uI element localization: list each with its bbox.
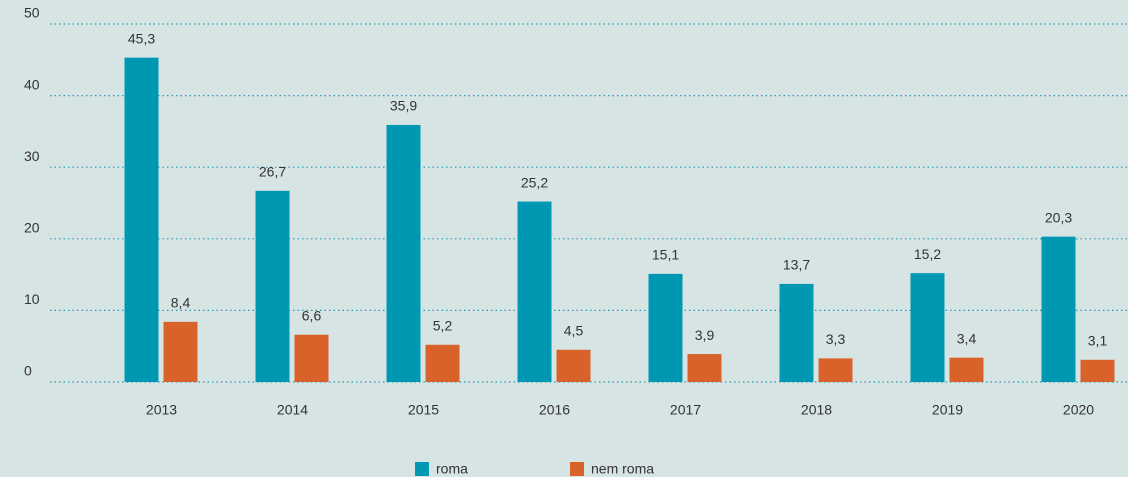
x-tick-label: 2019 xyxy=(932,402,963,418)
value-label: 5,2 xyxy=(433,317,453,333)
legend-label: roma xyxy=(436,461,468,477)
bar xyxy=(556,349,591,382)
x-tick-label: 2017 xyxy=(670,402,701,418)
x-tick-label: 2014 xyxy=(277,402,308,418)
x-tick-label: 2015 xyxy=(408,402,439,418)
value-label: 13,7 xyxy=(783,257,810,273)
value-label: 15,2 xyxy=(914,246,941,262)
y-tick-label: 0 xyxy=(24,363,32,379)
legend-swatch xyxy=(570,462,584,476)
x-tick-label: 2018 xyxy=(801,402,832,418)
value-label: 6,6 xyxy=(302,307,322,323)
value-label: 8,4 xyxy=(171,295,191,311)
value-label: 45,3 xyxy=(128,30,155,46)
value-label: 3,9 xyxy=(695,327,715,343)
value-label: 3,3 xyxy=(826,331,846,347)
bar xyxy=(687,354,722,382)
y-tick-label: 50 xyxy=(24,5,40,21)
bar xyxy=(648,273,683,382)
value-label: 25,2 xyxy=(521,174,548,190)
bar xyxy=(517,201,552,382)
y-tick-label: 20 xyxy=(24,220,40,236)
bar xyxy=(910,273,945,382)
value-label: 26,7 xyxy=(259,164,286,180)
x-tick-label: 2013 xyxy=(146,402,177,418)
bar xyxy=(1080,359,1115,382)
bar xyxy=(386,124,421,383)
x-tick-label: 2016 xyxy=(539,402,570,418)
bar xyxy=(255,190,290,382)
bar xyxy=(779,283,814,382)
legend-label: nem roma xyxy=(591,461,654,477)
value-label: 3,4 xyxy=(957,330,977,346)
bar xyxy=(294,334,329,382)
bar xyxy=(425,344,460,382)
y-tick-label: 40 xyxy=(24,76,40,92)
bar xyxy=(949,357,984,382)
value-label: 15,1 xyxy=(652,247,679,263)
legend-swatch xyxy=(415,462,429,476)
y-tick-label: 10 xyxy=(24,291,40,307)
bar xyxy=(1041,236,1076,382)
bar xyxy=(818,358,853,382)
value-label: 20,3 xyxy=(1045,209,1072,225)
value-label: 35,9 xyxy=(390,98,417,114)
value-label: 4,5 xyxy=(564,322,584,338)
y-tick-label: 30 xyxy=(24,148,40,164)
bar xyxy=(124,57,159,382)
bar xyxy=(163,321,198,382)
value-label: 3,1 xyxy=(1088,333,1108,349)
x-tick-label: 2020 xyxy=(1063,402,1094,418)
